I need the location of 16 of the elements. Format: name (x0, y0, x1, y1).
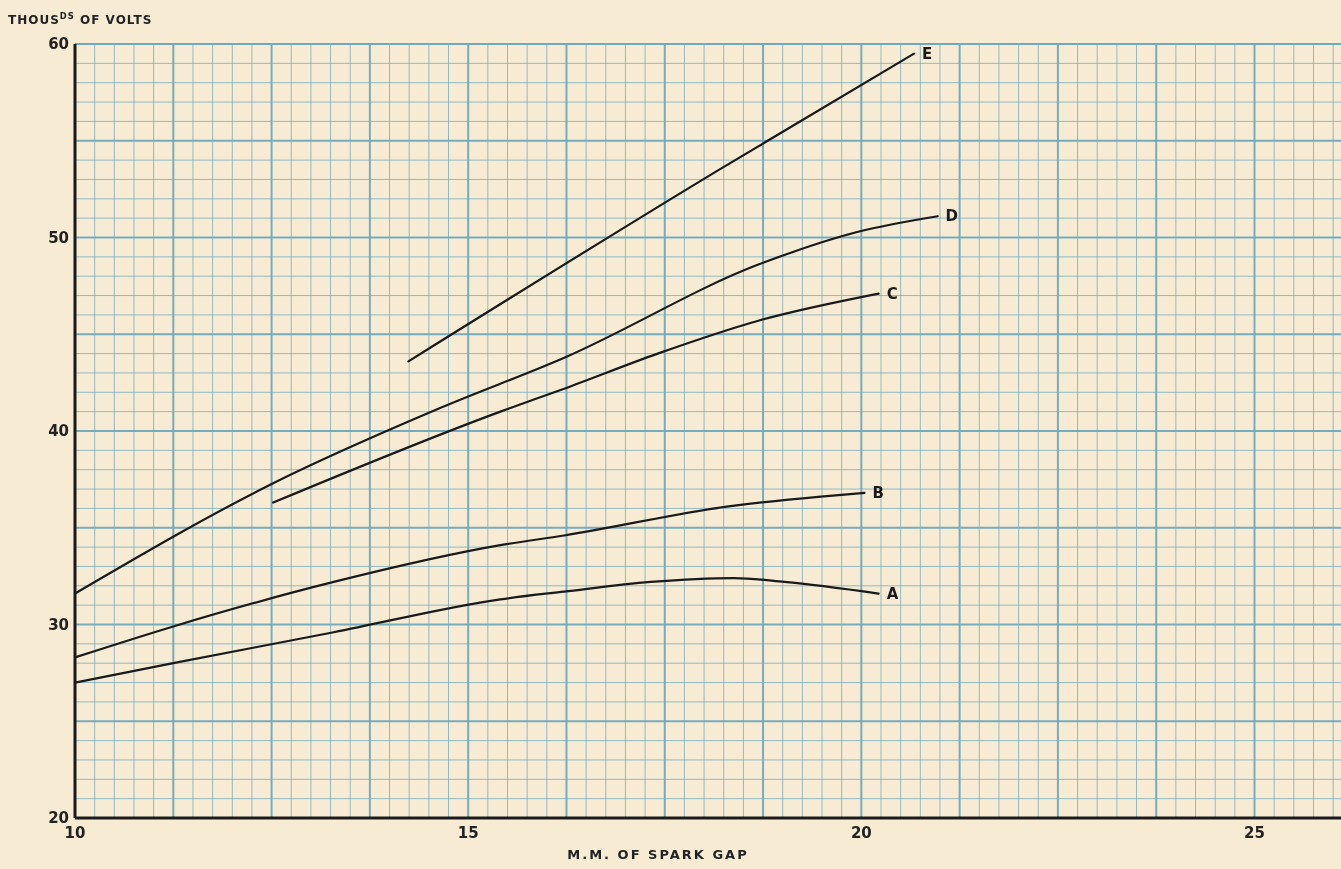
x-tick-label: 20 (850, 824, 872, 842)
x-tick-label: 10 (64, 824, 86, 842)
y-tick-label: 60 (48, 35, 69, 53)
x-tick-label: 15 (457, 824, 479, 842)
y-tick-label: 20 (48, 809, 69, 827)
series-label: E (922, 44, 933, 63)
series-label: A (886, 584, 899, 603)
series-label: C (886, 284, 898, 303)
y-tick-label: 30 (48, 615, 69, 634)
y-tick-label: 40 (48, 422, 69, 440)
y-axis-title: THOUS$^{DS}$ OF VOLTS (8, 11, 153, 27)
series-label: D (945, 207, 959, 226)
x-axis-title: M.M. OF SPARK GAP (567, 847, 749, 862)
y-tick-label: 50 (48, 228, 69, 247)
series-label: B (872, 483, 884, 502)
x-tick-label: 25 (1244, 824, 1265, 842)
